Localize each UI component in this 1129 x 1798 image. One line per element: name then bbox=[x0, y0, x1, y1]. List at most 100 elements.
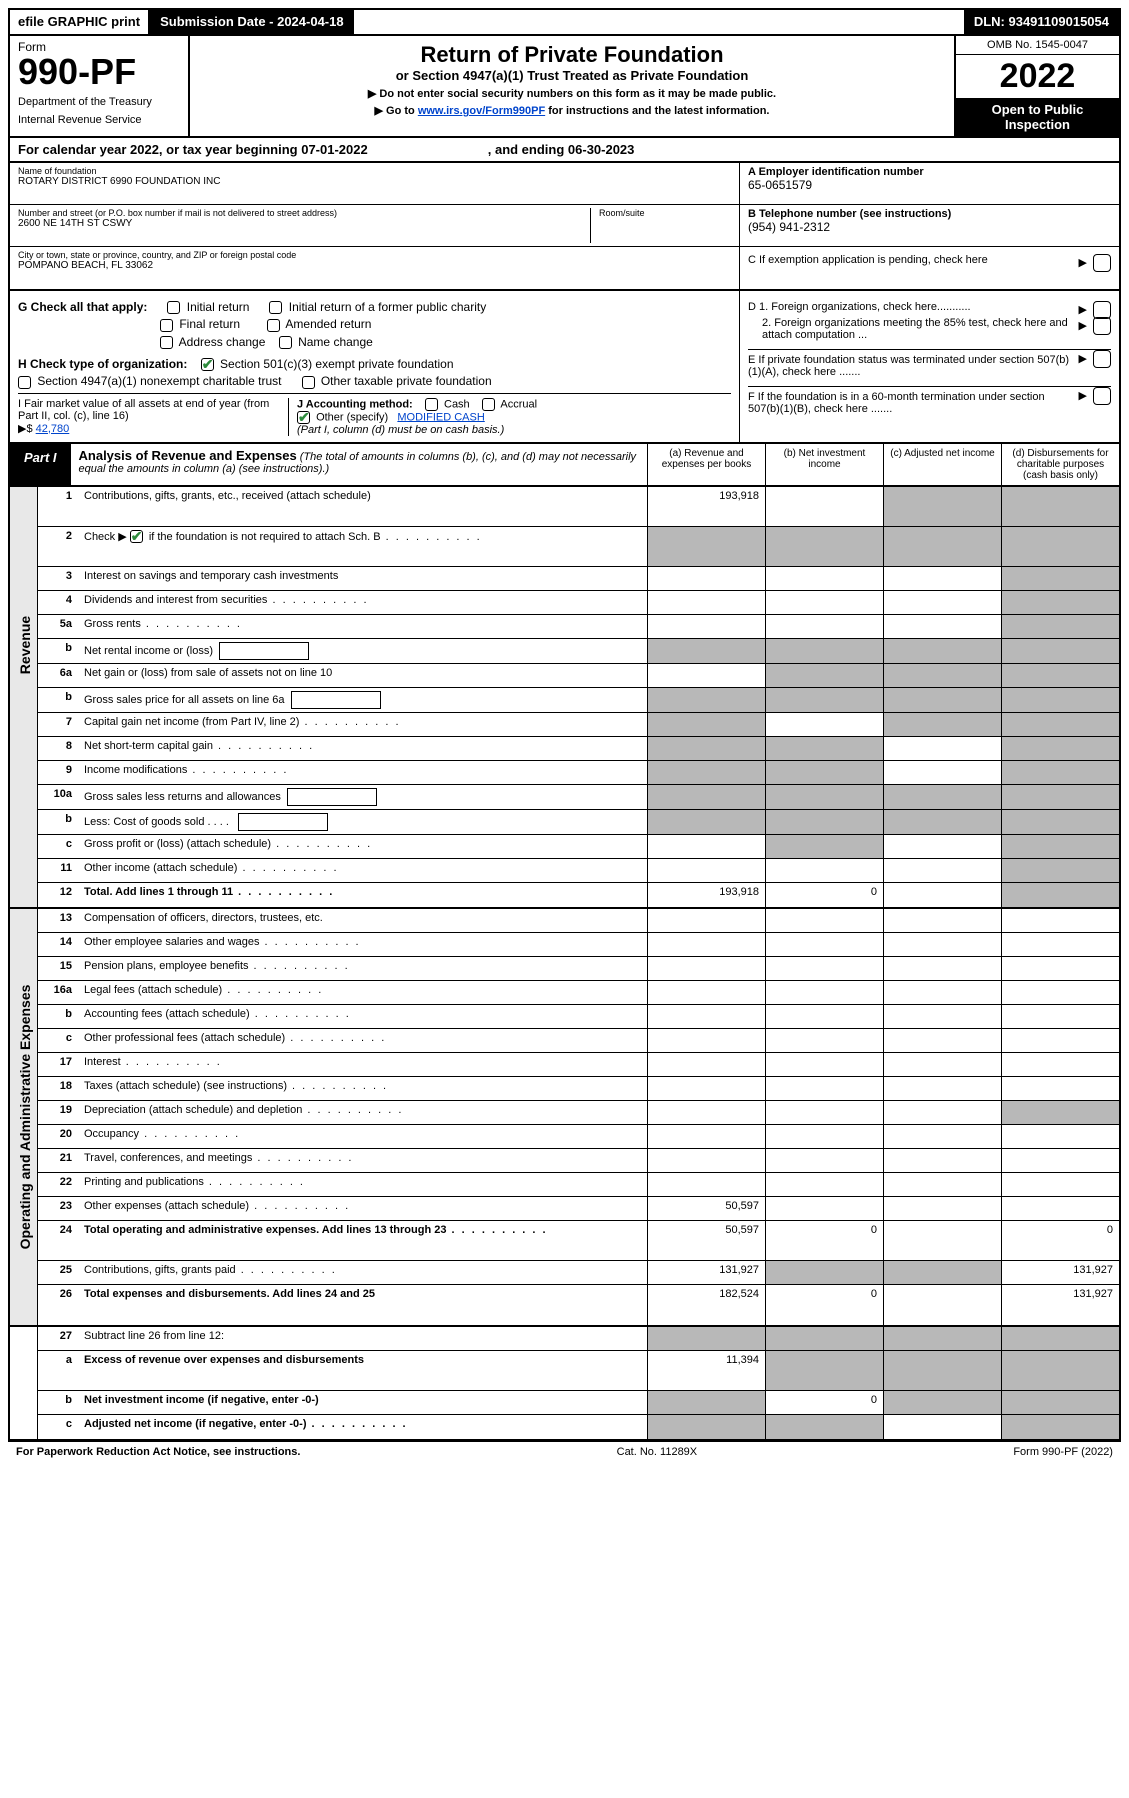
initial-return-checkbox[interactable] bbox=[167, 301, 180, 314]
table-row: 5aGross rents bbox=[38, 615, 1119, 639]
schb-checkbox[interactable] bbox=[130, 530, 143, 543]
other-method-checkbox[interactable] bbox=[297, 411, 310, 424]
phone-value: (954) 941-2312 bbox=[748, 220, 1111, 234]
col-c-header: (c) Adjusted net income bbox=[883, 444, 1001, 485]
r24-a: 50,597 bbox=[647, 1221, 765, 1260]
header-center: Return of Private Foundation or Section … bbox=[190, 36, 954, 136]
address-row: Number and street (or P.O. box number if… bbox=[10, 205, 739, 247]
ghij-right: D 1. Foreign organizations, check here..… bbox=[739, 291, 1119, 442]
revenue-label: Revenue bbox=[17, 610, 33, 680]
j-section: J Accounting method: Cash Accrual Other … bbox=[288, 398, 731, 436]
other-method-label: Other (specify) bbox=[316, 411, 388, 423]
arrow-icon: ▶ bbox=[1079, 319, 1087, 332]
initial-former-checkbox[interactable] bbox=[269, 301, 282, 314]
amended-return-checkbox[interactable] bbox=[267, 319, 280, 332]
h-label: H Check type of organization: bbox=[18, 357, 187, 371]
d2-item: 2. Foreign organizations meeting the 85%… bbox=[748, 317, 1111, 341]
address-change-checkbox[interactable] bbox=[160, 336, 173, 349]
cash-checkbox[interactable] bbox=[425, 398, 438, 411]
r25-a: 131,927 bbox=[647, 1261, 765, 1284]
ein-row: A Employer identification number 65-0651… bbox=[740, 163, 1119, 205]
entity-info: Name of foundation ROTARY DISTRICT 6990 … bbox=[8, 163, 1121, 291]
4947-label: Section 4947(a)(1) nonexempt charitable … bbox=[37, 374, 281, 388]
foundation-name: ROTARY DISTRICT 6990 FOUNDATION INC bbox=[18, 176, 731, 187]
table-row: 25Contributions, gifts, grants paid131,9… bbox=[38, 1261, 1119, 1285]
r27a-a: 11,394 bbox=[647, 1351, 765, 1390]
table-row: 8Net short-term capital gain bbox=[38, 737, 1119, 761]
table-row: 6aNet gain or (loss) from sale of assets… bbox=[38, 664, 1119, 688]
accrual-checkbox[interactable] bbox=[482, 398, 495, 411]
r12-b: 0 bbox=[765, 883, 883, 907]
top-bar: efile GRAPHIC print Submission Date - 20… bbox=[8, 8, 1121, 36]
calyear-end: , and ending 06-30-2023 bbox=[488, 142, 635, 157]
street-address: 2600 NE 14TH ST CSWY bbox=[18, 218, 582, 229]
table-row: 24Total operating and administrative exp… bbox=[38, 1221, 1119, 1261]
efile-label[interactable]: efile GRAPHIC print bbox=[10, 10, 150, 34]
r27b-b: 0 bbox=[765, 1391, 883, 1414]
g-line3: Address change Name change bbox=[18, 335, 731, 349]
r12-a: 193,918 bbox=[647, 883, 765, 907]
dln-label: DLN: 93491109015054 bbox=[964, 10, 1119, 34]
dept-irs: Internal Revenue Service bbox=[18, 114, 180, 126]
table-row: 12Total. Add lines 1 through 11193,9180 bbox=[38, 883, 1119, 907]
c-checkbox[interactable] bbox=[1093, 254, 1111, 272]
c-row: C If exemption application is pending, c… bbox=[740, 247, 1119, 289]
arrow-icon: ▶ bbox=[1079, 389, 1087, 402]
header-left: Form 990-PF Department of the Treasury I… bbox=[10, 36, 190, 136]
d2-checkbox[interactable] bbox=[1093, 317, 1111, 335]
table-row: aExcess of revenue over expenses and dis… bbox=[38, 1351, 1119, 1391]
form-header: Form 990-PF Department of the Treasury I… bbox=[8, 36, 1121, 138]
name-change-checkbox[interactable] bbox=[279, 336, 292, 349]
part1-title: Analysis of Revenue and Expenses bbox=[79, 448, 297, 463]
table-row: 9Income modifications bbox=[38, 761, 1119, 785]
ghij-section: G Check all that apply: Initial return I… bbox=[8, 291, 1121, 444]
table-row: 19Depreciation (attach schedule) and dep… bbox=[38, 1101, 1119, 1125]
cogs-box[interactable] bbox=[238, 813, 328, 831]
501c3-checkbox[interactable] bbox=[201, 358, 214, 371]
arrow-icon: ▶ bbox=[1079, 303, 1087, 316]
revenue-sidelabel: Revenue bbox=[10, 487, 38, 907]
open-inspection: Open to Public Inspection bbox=[956, 98, 1119, 136]
name-change-label: Name change bbox=[298, 335, 373, 349]
table-row: bLess: Cost of goods sold . . . . bbox=[38, 810, 1119, 835]
f-label: F If the foundation is in a 60-month ter… bbox=[748, 391, 1045, 415]
table-row: 1Contributions, gifts, grants, etc., rec… bbox=[38, 487, 1119, 527]
other-taxable-checkbox[interactable] bbox=[302, 376, 315, 389]
g-line: G Check all that apply: Initial return I… bbox=[18, 300, 731, 314]
submission-date: Submission Date - 2024-04-18 bbox=[150, 10, 354, 34]
gross-sales-returns-box[interactable] bbox=[287, 788, 377, 806]
col-b-header: (b) Net investment income bbox=[765, 444, 883, 485]
e-item: E If private foundation status was termi… bbox=[748, 349, 1111, 378]
table-row: 15Pension plans, employee benefits bbox=[38, 957, 1119, 981]
other-method-value: MODIFIED CASH bbox=[397, 411, 484, 423]
omb-number: OMB No. 1545-0047 bbox=[956, 36, 1119, 55]
table-row: 20Occupancy bbox=[38, 1125, 1119, 1149]
table-row: 22Printing and publications bbox=[38, 1173, 1119, 1197]
table-row: cGross profit or (loss) (attach schedule… bbox=[38, 835, 1119, 859]
part-badge: Part I bbox=[10, 444, 71, 485]
4947-checkbox[interactable] bbox=[18, 376, 31, 389]
amended-return-label: Amended return bbox=[285, 317, 371, 331]
table-row: 17Interest bbox=[38, 1053, 1119, 1077]
table-row: 27Subtract line 26 from line 12: bbox=[38, 1327, 1119, 1351]
rental-income-box[interactable] bbox=[219, 642, 309, 660]
revenue-section: Revenue 1Contributions, gifts, grants, e… bbox=[8, 487, 1121, 909]
expenses-body: 13Compensation of officers, directors, t… bbox=[38, 909, 1119, 1325]
goto-note: ▶ Go to www.irs.gov/Form990PF for instru… bbox=[200, 104, 944, 117]
table-row: 21Travel, conferences, and meetings bbox=[38, 1149, 1119, 1173]
address-change-label: Address change bbox=[179, 335, 266, 349]
tax-year: 2022 bbox=[956, 55, 1119, 98]
addr-label: Number and street (or P.O. box number if… bbox=[18, 208, 582, 218]
final-return-checkbox[interactable] bbox=[160, 319, 173, 332]
h-line2: Section 4947(a)(1) nonexempt charitable … bbox=[18, 374, 731, 388]
table-row: 2Check ▶ if the foundation is not requir… bbox=[38, 527, 1119, 567]
e-checkbox[interactable] bbox=[1093, 350, 1111, 368]
phone-row: B Telephone number (see instructions) (9… bbox=[740, 205, 1119, 247]
f-checkbox[interactable] bbox=[1093, 387, 1111, 405]
form-ref: Form 990-PF (2022) bbox=[1013, 1446, 1113, 1458]
table-row: 16aLegal fees (attach schedule) bbox=[38, 981, 1119, 1005]
form-url-link[interactable]: www.irs.gov/Form990PF bbox=[418, 105, 545, 117]
expenses-sidelabel: Operating and Administrative Expenses bbox=[10, 909, 38, 1325]
table-row: 10aGross sales less returns and allowanc… bbox=[38, 785, 1119, 810]
gross-sales-box[interactable] bbox=[291, 691, 381, 709]
